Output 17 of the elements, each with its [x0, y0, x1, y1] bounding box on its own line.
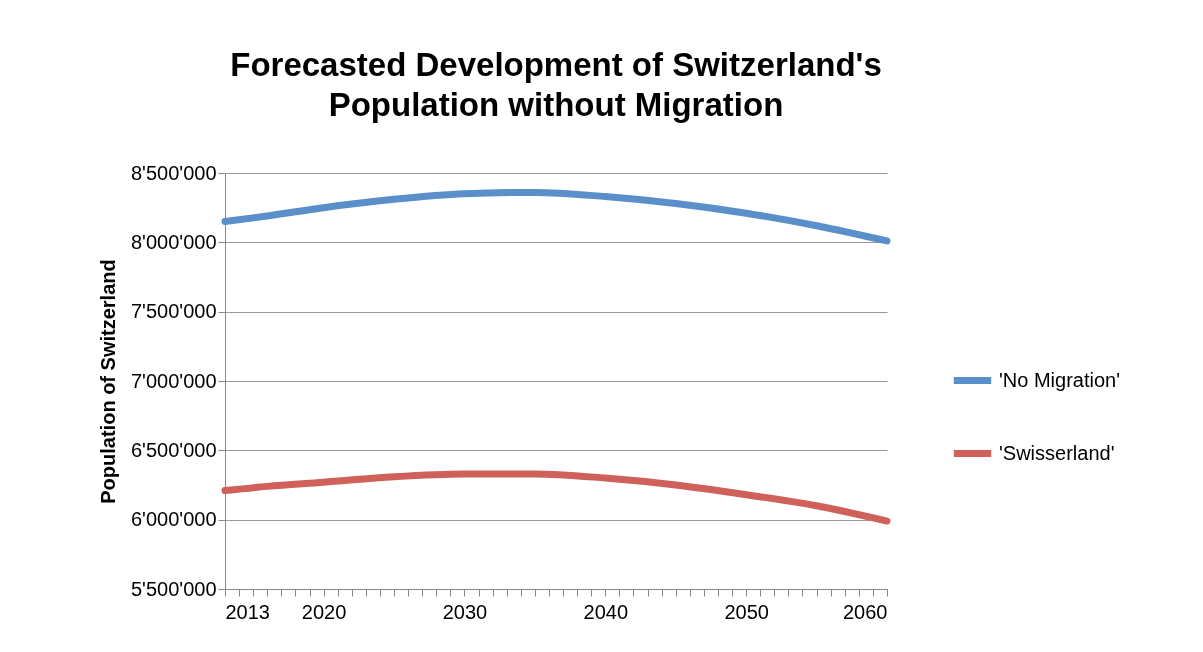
- legend-label: 'Swisserland': [999, 441, 1115, 464]
- chart-title: Forecasted Development of Switzerland's Population without Migration: [230, 46, 882, 123]
- y-tick-label: 7'500'000: [131, 300, 217, 323]
- x-tick-label: 2013: [225, 600, 270, 623]
- x-tick-label: 2030: [442, 600, 488, 623]
- x-tick-label: 2060: [843, 600, 888, 623]
- y-axis-title: Population of Switzerland: [97, 259, 119, 504]
- y-tick-label: 5'500'000: [131, 577, 217, 600]
- x-tick-label: 2040: [583, 600, 629, 623]
- legend-label: 'No Migration': [999, 368, 1121, 391]
- y-tick-label: 6'000'000: [131, 508, 217, 531]
- y-tick-label: 8'000'000: [131, 230, 217, 253]
- y-tick-label: 7'000'000: [131, 369, 217, 392]
- x-tick-label: 2020: [301, 600, 347, 623]
- y-tick-label: 6'500'000: [131, 438, 217, 461]
- y-tick-label: 8'500'000: [131, 161, 217, 184]
- x-tick-label: 2050: [724, 600, 769, 623]
